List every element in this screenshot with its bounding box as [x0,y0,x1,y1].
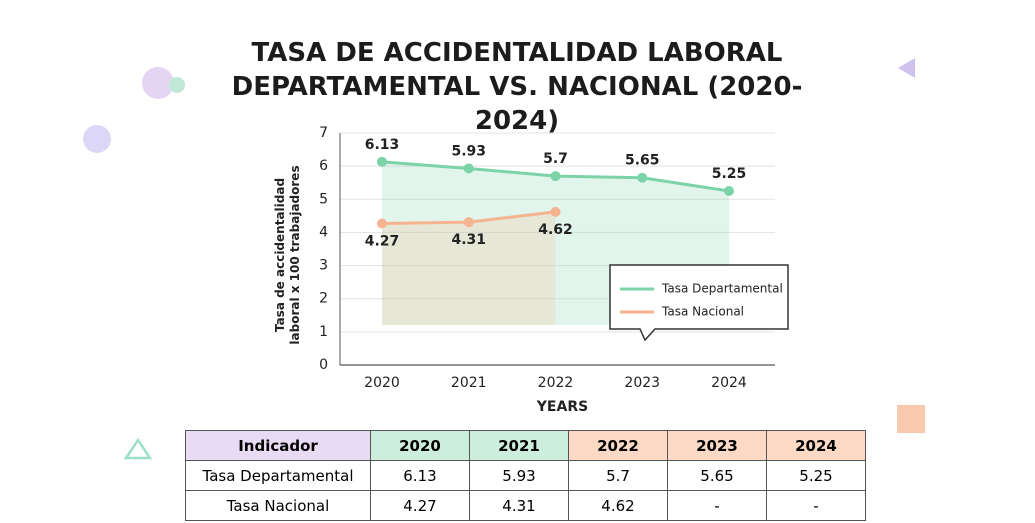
data-label: 4.31 [451,232,486,248]
area [382,212,556,325]
point [464,163,474,173]
table-cell: - [668,491,767,521]
table-cell: 5.65 [668,461,767,491]
data-label: 5.25 [712,166,747,182]
y-tick-label: 3 [319,258,328,274]
decoration [126,440,150,458]
table-cell: 2022 [569,431,668,461]
point [464,217,474,227]
table-cell: - [767,491,866,521]
point [551,207,561,217]
decoration [898,58,915,78]
table-cell: Indicador [186,431,371,461]
y-tick-label: 1 [319,324,328,340]
data-label: 4.27 [365,233,400,249]
point [724,186,734,196]
legend-label: Tasa Departamental [661,282,783,296]
data-label: 6.13 [365,137,400,153]
y-tick-label: 5 [319,191,328,207]
x-tick-label: 2020 [364,375,400,391]
table-cell: Tasa Nacional [186,491,371,521]
table-cell: 4.62 [569,491,668,521]
decoration [142,67,174,99]
table-cell: 4.27 [371,491,470,521]
data-label: 5.65 [625,153,660,169]
table-cell: 2024 [767,431,866,461]
table-cell: Tasa Departamental [186,461,371,491]
point [377,157,387,167]
table-cell: 4.31 [470,491,569,521]
legend-label: Tasa Nacional [661,305,744,319]
table-cell: 5.25 [767,461,866,491]
y-tick-label: 4 [319,224,328,240]
table-cell: 6.13 [371,461,470,491]
decoration [169,77,185,93]
y-tick-label: 6 [319,158,328,174]
x-axis-label: YEARS [536,399,588,415]
point [551,171,561,181]
page: 0123456720202021202220232024YEARS6.135.9… [0,0,1035,523]
data-label: 5.7 [543,151,568,167]
point [377,218,387,228]
chart-title: TASA DE ACCIDENTALIDAD LABORAL DEPARTAME… [197,36,837,138]
x-tick-label: 2023 [624,375,660,391]
x-tick-label: 2024 [711,375,747,391]
table-cell: 5.93 [470,461,569,491]
table-cell: 2023 [668,431,767,461]
point [637,173,647,183]
x-tick-label: 2021 [451,375,487,391]
x-tick-label: 2022 [538,375,574,391]
table-cell: 5.7 [569,461,668,491]
y-tick-label: 2 [319,291,328,307]
table-cell: 2021 [470,431,569,461]
data-label: 4.62 [538,222,573,238]
y-tick-label: 0 [319,357,328,373]
data-label: 5.93 [451,143,486,159]
legend-box [610,265,788,340]
decoration [83,125,111,153]
decoration [897,405,925,433]
table-cell: 2020 [371,431,470,461]
y-axis-label: Tasa de accidentalidad laboral x 100 tra… [273,155,303,355]
